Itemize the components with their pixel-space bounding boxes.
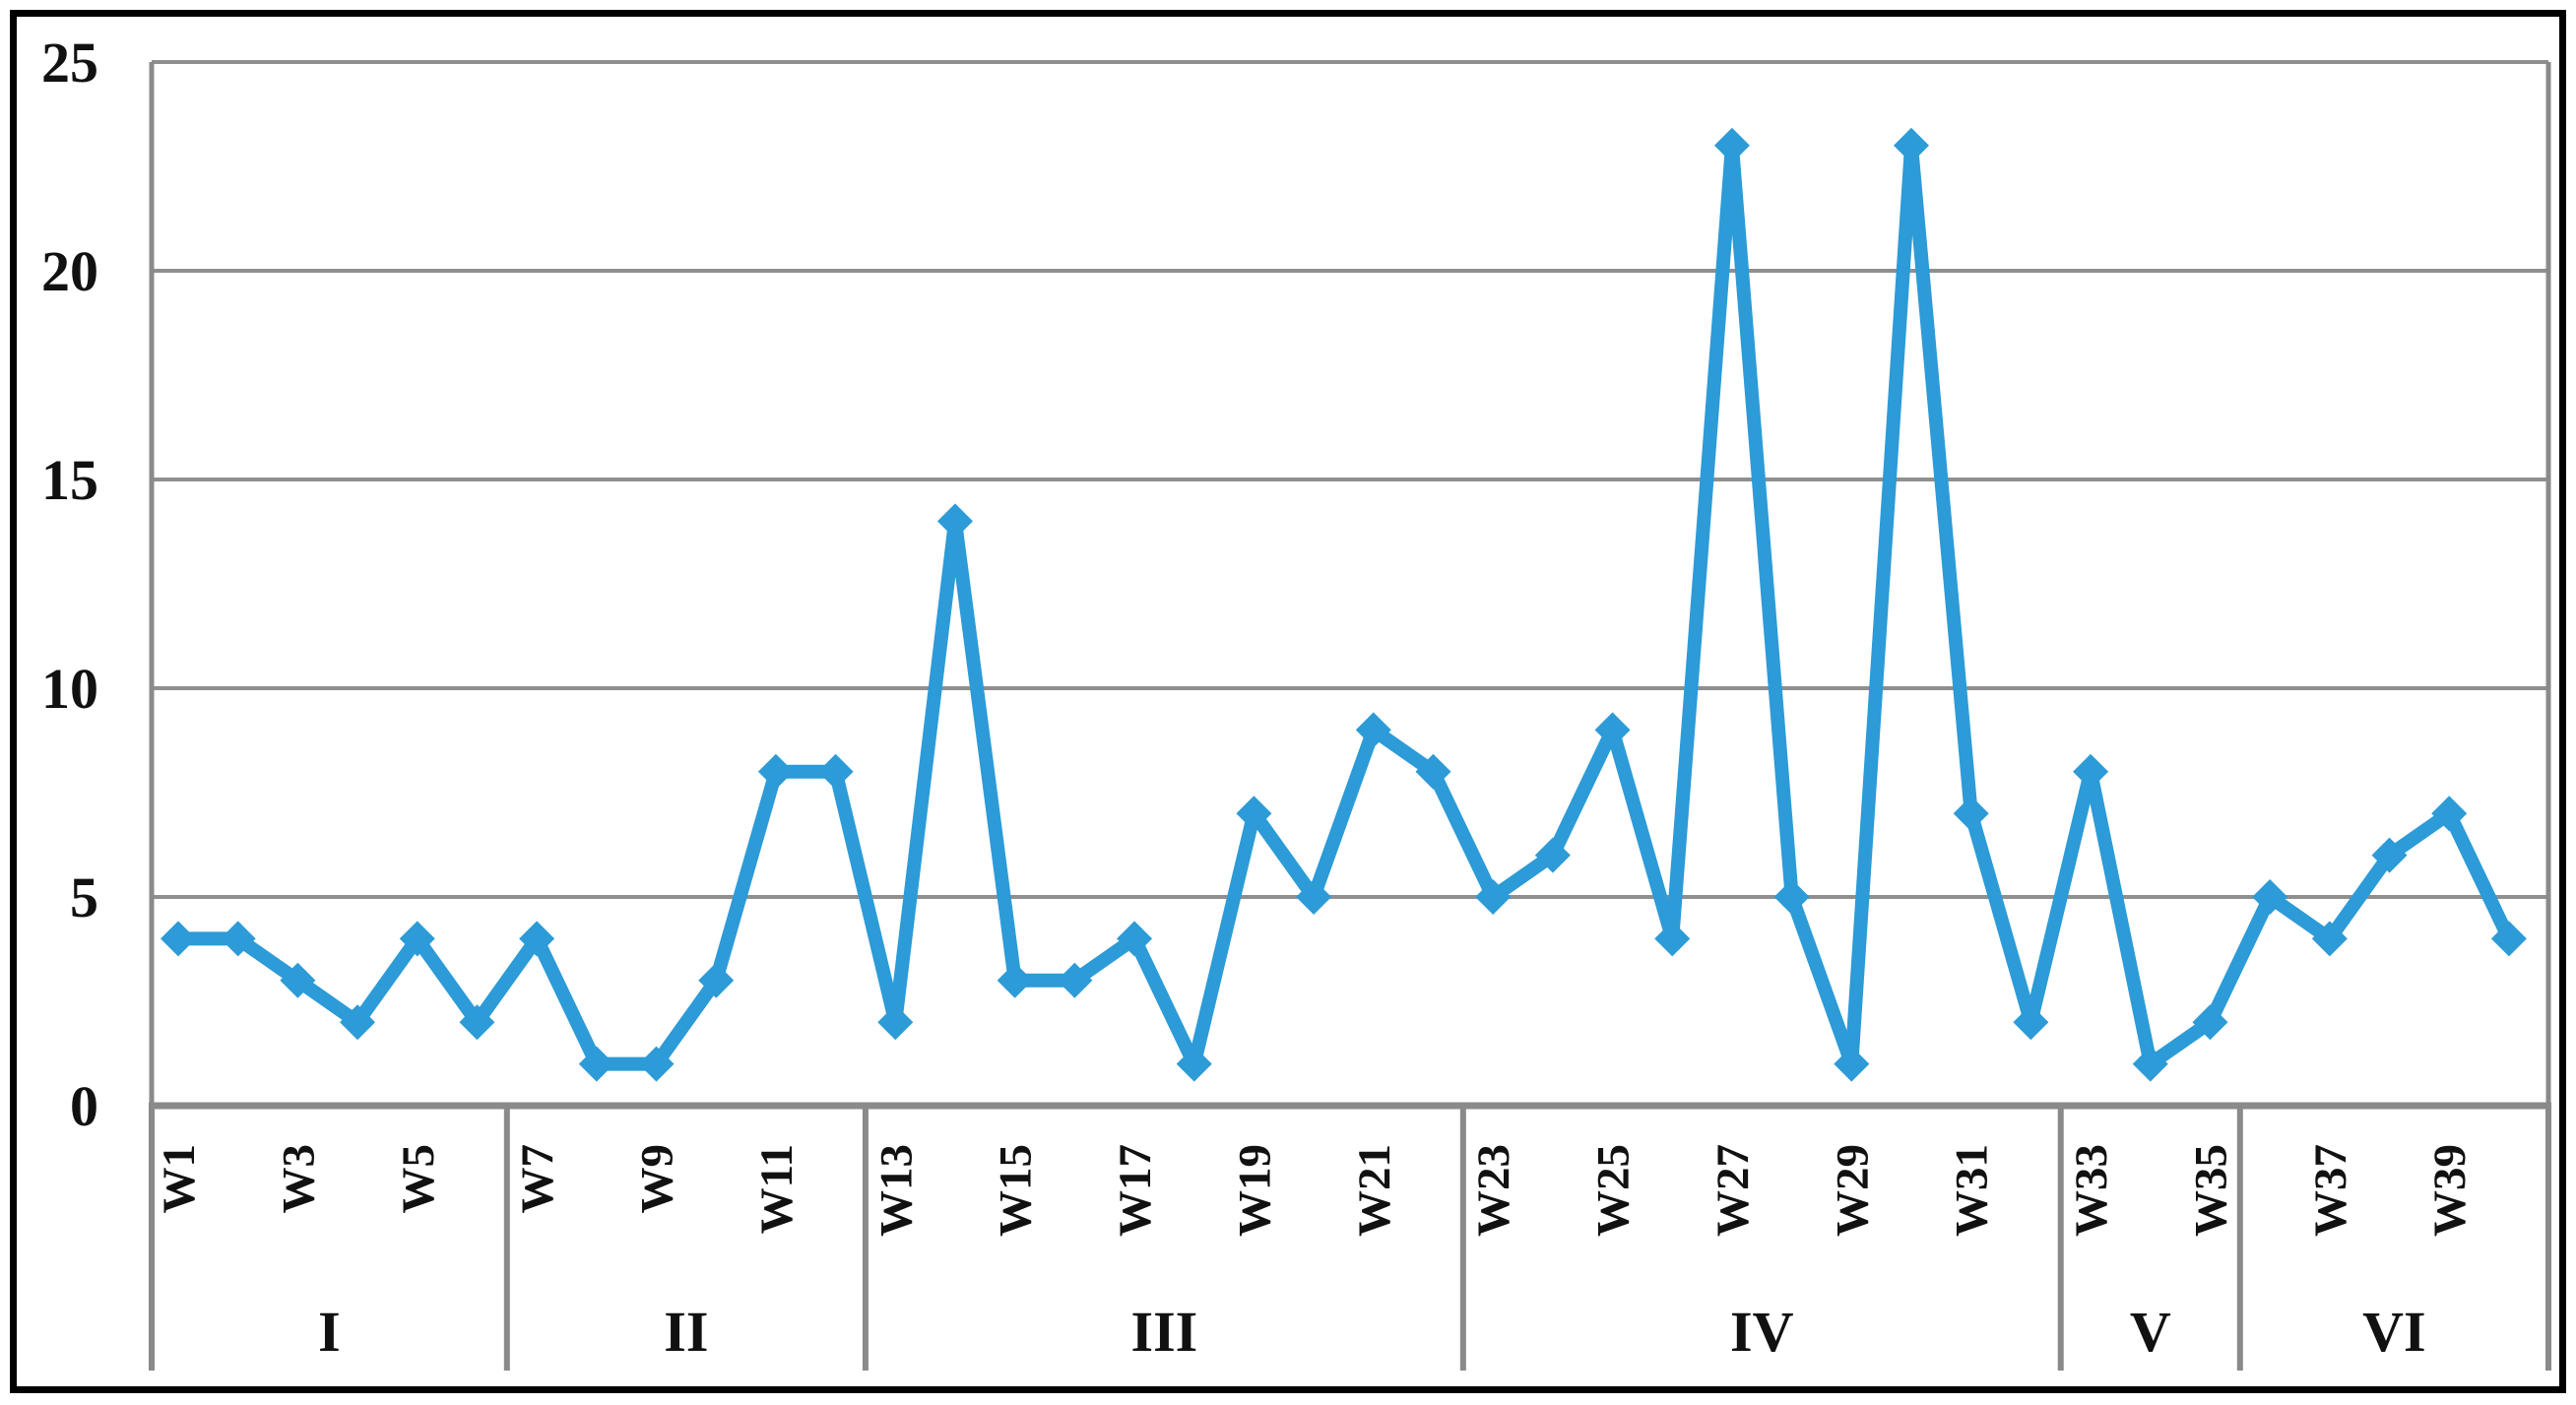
data-point-marker (997, 962, 1033, 998)
data-point-marker (2490, 921, 2527, 957)
data-point-marker (1894, 127, 1930, 163)
data-point-marker (2431, 796, 2468, 832)
section-label: I (318, 1300, 341, 1364)
data-point-marker (1654, 921, 1691, 957)
x-axis-tick-label: W39 (2424, 1144, 2476, 1237)
x-axis-tick-label: W21 (1349, 1144, 1400, 1237)
x-axis-tick-label: W25 (1588, 1144, 1640, 1237)
section-label: VI (2362, 1300, 2425, 1364)
y-axis-tick-label: 15 (41, 448, 98, 512)
data-point-marker (1713, 127, 1750, 163)
section-label: III (1131, 1300, 1198, 1364)
x-axis-tick-label: W29 (1827, 1144, 1878, 1237)
data-point-marker (757, 753, 794, 790)
section-label: II (664, 1300, 708, 1364)
section-label: V (2130, 1300, 2171, 1364)
y-axis-tick-label: 10 (41, 657, 98, 721)
data-point-marker (1773, 879, 1810, 915)
data-point-marker (2013, 1004, 2049, 1041)
x-axis-tick-label: W3 (273, 1144, 324, 1214)
x-axis-tick-label: W33 (2066, 1144, 2117, 1237)
data-point-marker (638, 1046, 675, 1082)
data-point-marker (459, 1004, 495, 1041)
x-axis-tick-label: W37 (2305, 1144, 2356, 1237)
trend-line (171, 138, 2516, 1071)
chart-outer-border (10, 10, 2566, 1393)
data-point-marker (698, 962, 735, 998)
x-axis-tick-label: W1 (154, 1144, 205, 1214)
x-axis-tick-label: W15 (991, 1144, 1042, 1237)
y-axis-tick-label: 20 (41, 239, 98, 303)
y-axis-tick-label: 5 (70, 865, 98, 929)
data-point-marker (280, 962, 316, 998)
section-label: IV (1730, 1300, 1794, 1364)
x-axis-tick-label: W17 (1110, 1144, 1161, 1237)
x-axis-tick-label: W27 (1707, 1144, 1759, 1237)
data-point-marker (220, 921, 256, 957)
y-axis-tick-label: 0 (70, 1074, 98, 1138)
data-point-marker (2132, 1046, 2168, 1082)
data-point-marker (1953, 796, 1989, 832)
data-point-marker (399, 921, 435, 957)
data-point-marker (2371, 837, 2408, 873)
x-axis-tick-label: W5 (393, 1144, 444, 1214)
data-point-marker (2252, 879, 2288, 915)
data-point-marker (519, 921, 555, 957)
x-axis-tick-label: W35 (2185, 1144, 2236, 1237)
data-point-marker (877, 1004, 914, 1041)
data-point-marker (161, 921, 196, 957)
data-point-marker (2073, 753, 2109, 790)
data-point-marker (1176, 1046, 1212, 1082)
x-axis-tick-label: W11 (751, 1144, 803, 1234)
data-point-marker (2311, 921, 2348, 957)
data-point-marker (1534, 837, 1571, 873)
data-point-marker (1236, 796, 1272, 832)
data-point-marker (2192, 1004, 2228, 1041)
data-point-marker (1475, 879, 1512, 915)
data-point-marker (1057, 962, 1093, 998)
x-axis-tick-label: W7 (512, 1144, 563, 1214)
x-axis-tick-label: W31 (1947, 1144, 1998, 1237)
data-point-marker (1594, 712, 1631, 748)
data-point-marker (936, 503, 973, 540)
x-axis-tick-label: W9 (632, 1144, 683, 1214)
data-point-marker (1834, 1046, 1870, 1082)
x-axis-tick-label: W13 (870, 1144, 922, 1237)
data-point-marker (1415, 753, 1451, 790)
data-point-marker (578, 1046, 614, 1082)
y-axis-tick-label: 25 (41, 31, 98, 95)
data-point-marker (817, 753, 854, 790)
data-point-marker (340, 1004, 376, 1041)
x-axis-tick-label: W23 (1468, 1144, 1519, 1237)
x-axis-tick-label: W19 (1229, 1144, 1280, 1237)
data-point-marker (1355, 712, 1391, 748)
data-point-marker (1117, 921, 1153, 957)
data-point-marker (1296, 879, 1332, 915)
